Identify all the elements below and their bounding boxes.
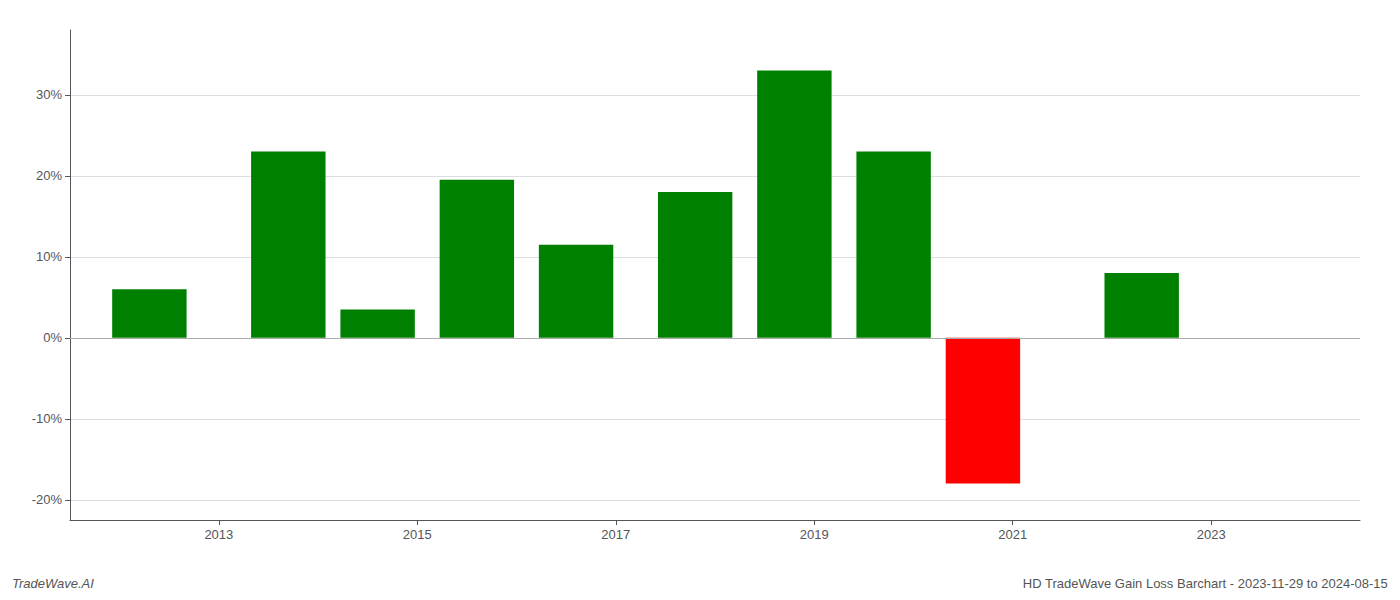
svg-text:2013: 2013 [204, 527, 233, 542]
svg-text:HD TradeWave Gain Loss Barchar: HD TradeWave Gain Loss Barchart - 2023-1… [1023, 576, 1388, 591]
svg-text:2021: 2021 [998, 527, 1027, 542]
svg-text:-10%: -10% [32, 411, 63, 426]
svg-text:30%: 30% [36, 87, 62, 102]
svg-text:2019: 2019 [800, 527, 829, 542]
svg-text:0%: 0% [43, 330, 62, 345]
svg-text:10%: 10% [36, 249, 62, 264]
svg-text:2023: 2023 [1197, 527, 1226, 542]
svg-text:2015: 2015 [403, 527, 432, 542]
svg-text:-20%: -20% [32, 492, 63, 507]
svg-text:TradeWave.AI: TradeWave.AI [12, 576, 94, 591]
svg-text:2017: 2017 [601, 527, 630, 542]
svg-text:20%: 20% [36, 168, 62, 183]
